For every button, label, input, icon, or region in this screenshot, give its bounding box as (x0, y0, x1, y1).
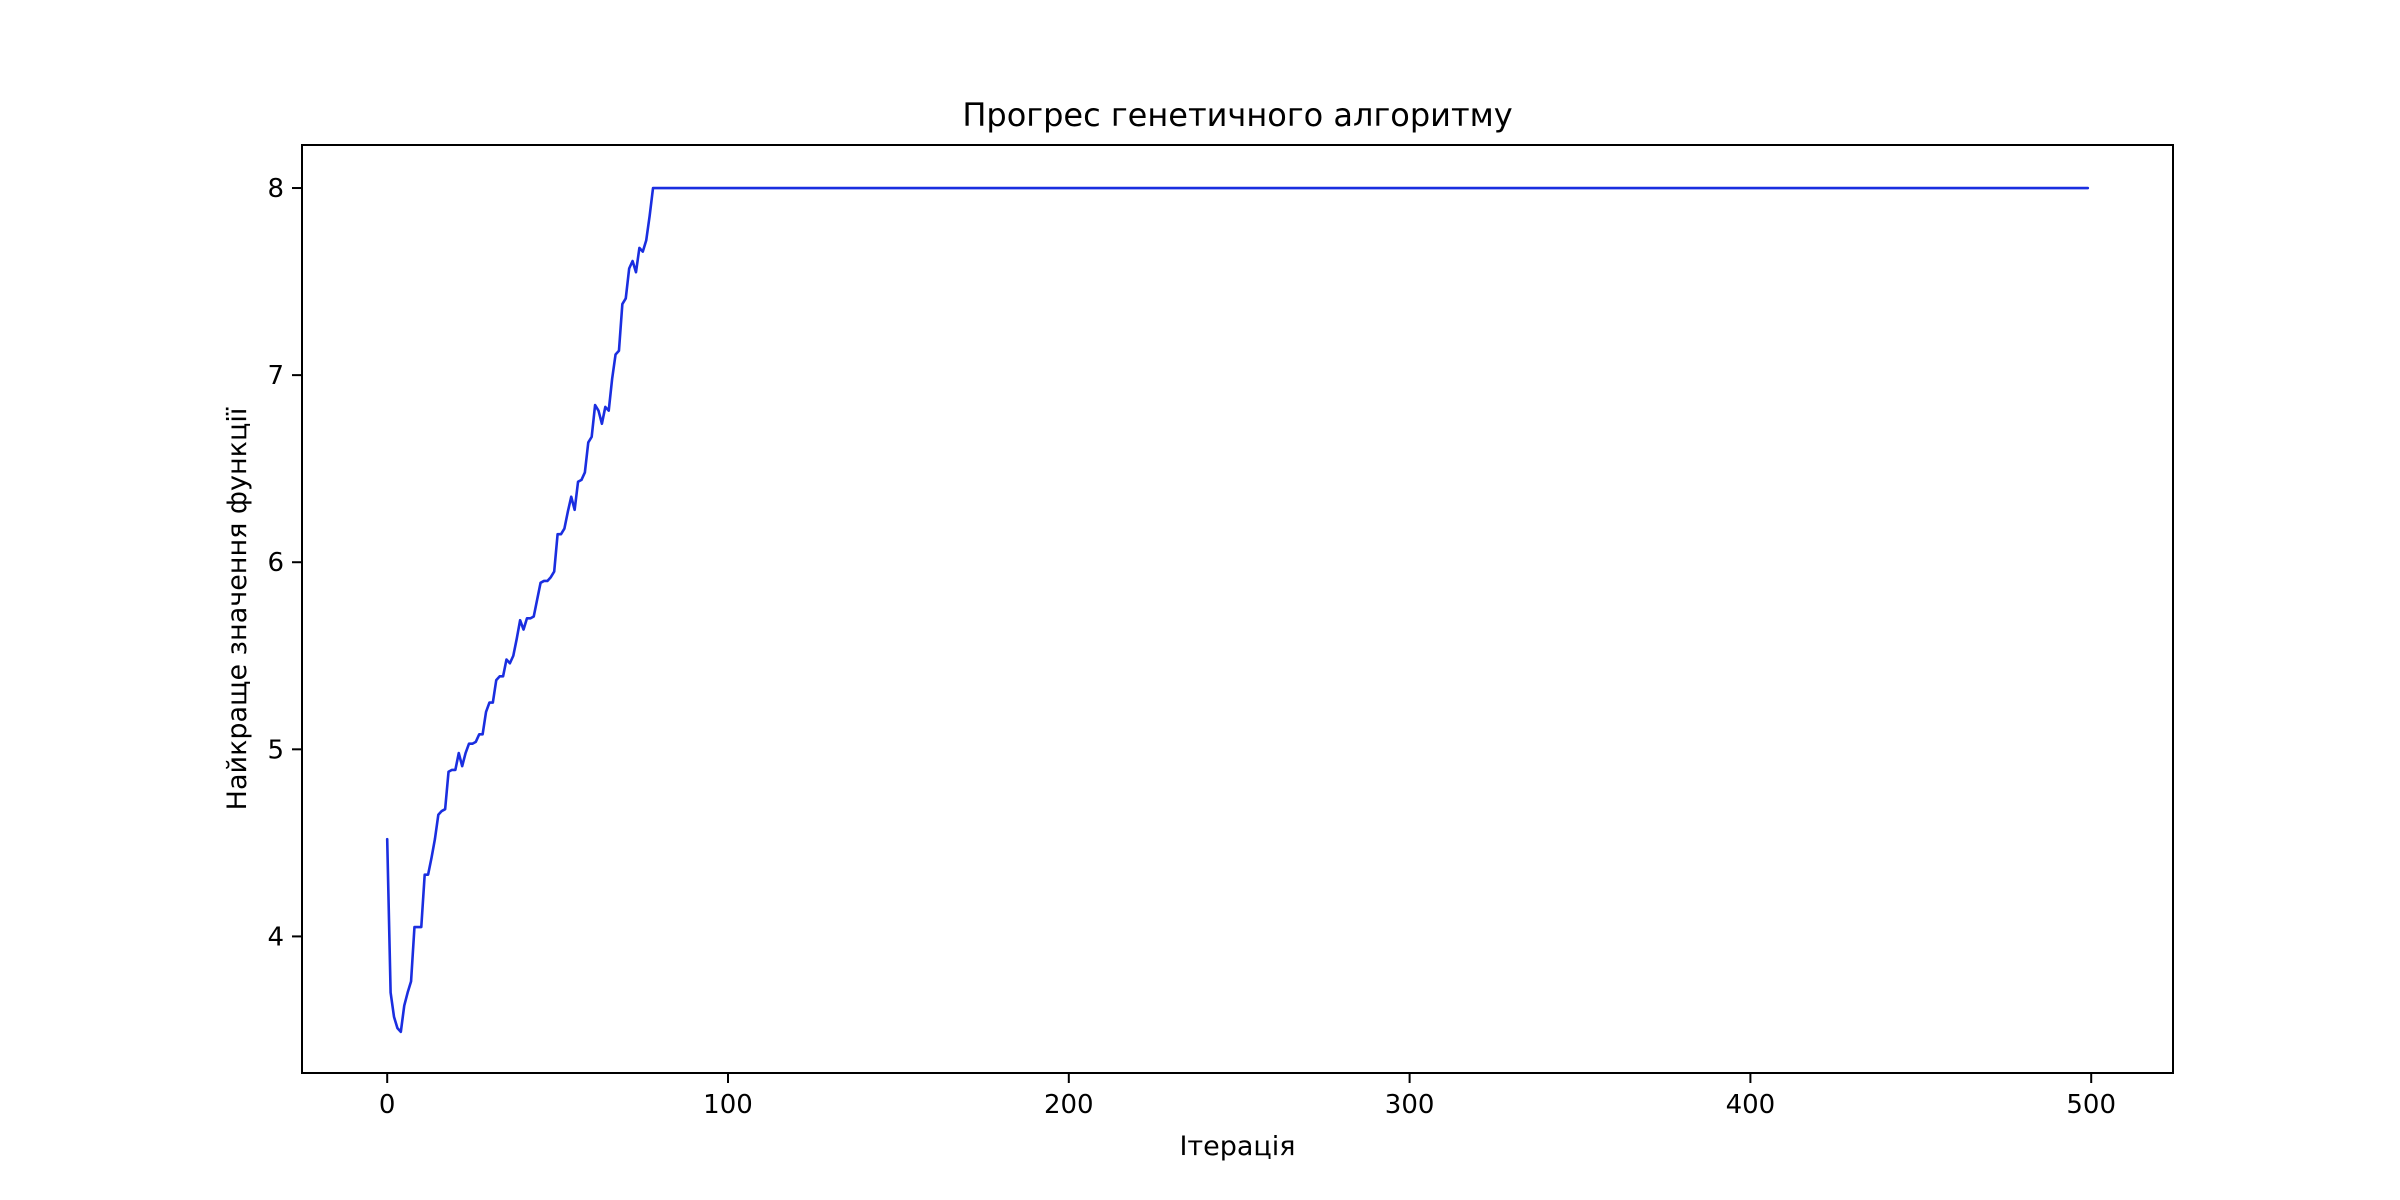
y-tick-label-4: 8 (267, 174, 284, 204)
x-axis: 0 100 200 300 400 500 (379, 1073, 2116, 1120)
x-tick-label-3: 300 (1385, 1090, 1435, 1120)
series-layer (385, 186, 2090, 1034)
x-tick-label-4: 400 (1726, 1090, 1776, 1120)
y-tick-label-1: 5 (267, 735, 284, 765)
y-axis: 4 5 6 7 8 (267, 174, 302, 952)
x-tick-label-0: 0 (379, 1090, 396, 1120)
series-line-0 (385, 186, 2090, 1034)
plot-frame (301, 144, 2174, 1074)
y-tick-label-3: 7 (267, 361, 284, 391)
plot-area (301, 144, 2174, 1074)
y-axis-label: Найкраще значення функції (222, 407, 253, 810)
chart-title: Прогрес генетичного алгоритму (962, 96, 1512, 134)
x-axis-label: Ітерація (1179, 1131, 1295, 1162)
x-tick-label-5: 500 (2066, 1090, 2116, 1120)
y-tick-label-0: 4 (267, 922, 284, 952)
x-tick-label-1: 100 (703, 1090, 753, 1120)
x-tick-label-2: 200 (1044, 1090, 1094, 1120)
y-tick-label-2: 6 (267, 548, 284, 578)
